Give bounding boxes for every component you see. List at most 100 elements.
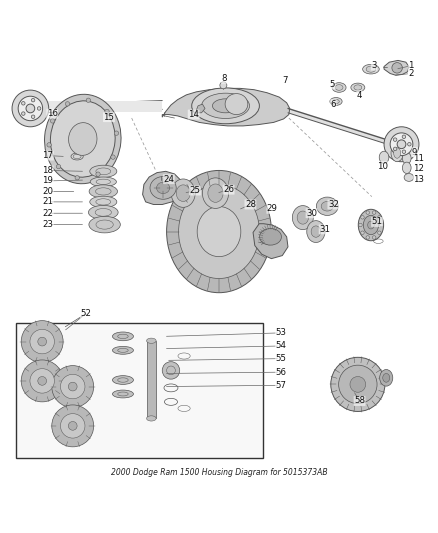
Text: 55: 55 (276, 354, 286, 363)
Text: 24: 24 (163, 175, 174, 184)
Ellipse shape (90, 165, 117, 177)
Text: 58: 58 (354, 397, 365, 406)
Ellipse shape (260, 229, 282, 245)
Text: 8: 8 (222, 74, 227, 83)
Circle shape (60, 374, 85, 399)
Ellipse shape (202, 178, 229, 208)
Bar (16, 323, 263, 458)
Ellipse shape (90, 196, 117, 207)
Ellipse shape (147, 338, 156, 343)
Ellipse shape (297, 211, 308, 224)
Ellipse shape (332, 83, 346, 92)
Ellipse shape (391, 144, 403, 161)
Ellipse shape (225, 94, 248, 115)
Ellipse shape (113, 390, 134, 398)
Circle shape (50, 119, 55, 123)
Text: 22: 22 (42, 209, 53, 218)
Polygon shape (253, 224, 288, 259)
Ellipse shape (171, 179, 195, 207)
Circle shape (18, 96, 42, 120)
Text: 12: 12 (413, 164, 424, 173)
Polygon shape (288, 108, 390, 145)
Circle shape (339, 365, 377, 403)
Circle shape (402, 150, 406, 154)
Text: 54: 54 (276, 342, 286, 351)
Ellipse shape (380, 369, 393, 386)
Text: 23: 23 (42, 220, 53, 229)
Ellipse shape (212, 99, 239, 113)
Ellipse shape (316, 197, 338, 215)
Circle shape (52, 405, 94, 447)
Circle shape (331, 357, 385, 411)
Text: 6: 6 (331, 100, 336, 109)
Bar (48, 101, 162, 112)
Text: 20: 20 (42, 187, 53, 196)
Ellipse shape (311, 226, 321, 237)
Circle shape (392, 62, 403, 73)
Circle shape (37, 107, 41, 110)
Ellipse shape (89, 216, 120, 233)
Circle shape (12, 90, 49, 127)
Circle shape (21, 321, 63, 362)
Circle shape (60, 414, 85, 438)
Ellipse shape (147, 416, 156, 421)
Text: 32: 32 (328, 200, 339, 209)
Text: 4: 4 (357, 91, 362, 100)
Circle shape (52, 366, 94, 408)
Circle shape (38, 376, 46, 385)
Ellipse shape (366, 66, 376, 72)
Text: 56: 56 (276, 368, 286, 377)
Ellipse shape (113, 376, 134, 384)
Circle shape (397, 140, 406, 149)
Circle shape (380, 223, 383, 227)
Ellipse shape (69, 123, 97, 155)
Text: 17: 17 (42, 151, 53, 160)
Circle shape (21, 112, 25, 115)
Text: 1: 1 (408, 61, 414, 70)
Text: 5: 5 (330, 80, 335, 89)
Text: 2000 Dodge Ram 1500 Housing Diagram for 5015373AB: 2000 Dodge Ram 1500 Housing Diagram for … (111, 468, 327, 477)
Circle shape (162, 362, 180, 379)
Text: 52: 52 (80, 309, 92, 318)
Circle shape (65, 102, 70, 106)
Ellipse shape (367, 221, 374, 229)
Circle shape (366, 236, 369, 239)
Circle shape (378, 215, 381, 219)
Circle shape (220, 82, 227, 89)
Ellipse shape (363, 215, 378, 235)
Ellipse shape (197, 206, 241, 257)
Ellipse shape (113, 346, 134, 354)
Circle shape (372, 236, 376, 239)
Polygon shape (143, 171, 182, 205)
Bar (147, 341, 155, 418)
Circle shape (378, 231, 381, 235)
Ellipse shape (90, 177, 117, 187)
Circle shape (21, 102, 25, 105)
Ellipse shape (208, 184, 223, 203)
Polygon shape (196, 104, 205, 113)
Ellipse shape (179, 184, 259, 279)
Circle shape (361, 231, 364, 235)
Ellipse shape (292, 206, 313, 230)
Circle shape (86, 98, 91, 102)
Ellipse shape (394, 148, 401, 158)
Circle shape (57, 164, 61, 169)
Text: 2: 2 (408, 69, 414, 78)
Text: 57: 57 (276, 381, 286, 390)
Circle shape (96, 172, 100, 176)
Ellipse shape (403, 162, 411, 174)
Circle shape (30, 329, 54, 354)
Ellipse shape (176, 185, 190, 201)
Text: 7: 7 (283, 76, 288, 85)
Text: 18: 18 (42, 166, 53, 175)
Text: 25: 25 (190, 186, 201, 195)
Circle shape (26, 104, 35, 113)
Circle shape (402, 135, 406, 139)
Text: 28: 28 (245, 200, 256, 209)
Circle shape (68, 382, 77, 391)
Ellipse shape (333, 99, 339, 103)
Circle shape (157, 179, 166, 187)
Text: 13: 13 (413, 175, 424, 184)
Circle shape (21, 360, 63, 402)
Circle shape (38, 337, 46, 346)
